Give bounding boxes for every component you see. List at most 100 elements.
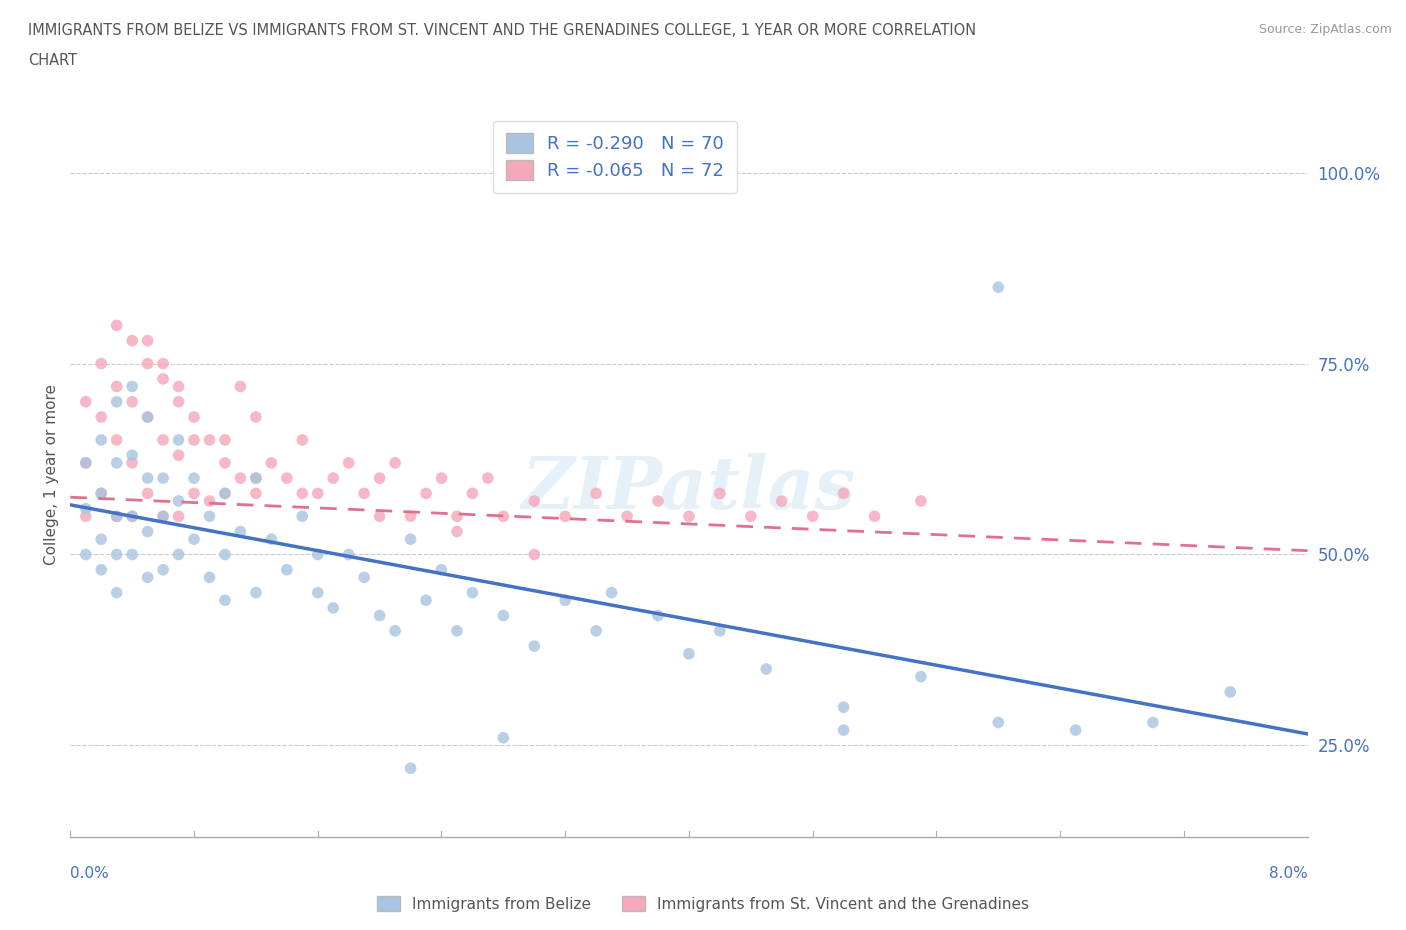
Point [353,570,375,585]
Point [90,409,112,424]
Point [167,394,190,409]
Point [245,471,267,485]
Point [214,456,236,471]
Point [167,494,190,509]
Point [492,509,515,524]
Point [90,486,112,501]
Point [647,494,669,509]
Point [523,639,546,654]
Point [260,532,283,547]
Point [368,509,391,524]
Point [446,623,468,638]
Text: CHART: CHART [28,53,77,68]
Point [987,715,1010,730]
Point [105,547,128,562]
Point [121,394,143,409]
Point [214,486,236,501]
Point [307,547,329,562]
Point [616,509,638,524]
Point [105,509,128,524]
Point [415,486,437,501]
Point [1064,723,1087,737]
Point [105,394,128,409]
Point [121,547,143,562]
Point [152,509,174,524]
Point [368,608,391,623]
Point [183,471,205,485]
Point [121,456,143,471]
Point [492,730,515,745]
Point [910,670,932,684]
Point [121,447,143,462]
Point [523,494,546,509]
Point [90,356,112,371]
Point [152,471,174,485]
Point [229,471,252,485]
Point [554,509,576,524]
Point [492,608,515,623]
Point [1219,684,1241,699]
Point [229,379,252,394]
Point [863,509,886,524]
Point [415,592,437,607]
Point [740,509,762,524]
Point [136,333,159,348]
Point [430,471,453,485]
Point [832,723,855,737]
Point [198,509,221,524]
Point [337,547,360,562]
Point [554,592,576,607]
Point [152,356,174,371]
Point [276,471,298,485]
Point [245,409,267,424]
Point [105,509,128,524]
Point [198,432,221,447]
Point [214,486,236,501]
Point [678,646,700,661]
Point [105,585,128,600]
Point [214,592,236,607]
Point [801,509,824,524]
Text: 0.0%: 0.0% [70,866,110,881]
Point [105,456,128,471]
Point [167,547,190,562]
Point [600,585,623,600]
Point [229,525,252,539]
Point [75,394,97,409]
Point [152,563,174,578]
Point [121,509,143,524]
Point [152,371,174,386]
Point [987,280,1010,295]
Point [183,486,205,501]
Point [1142,715,1164,730]
Point [709,623,731,638]
Point [214,547,236,562]
Point [523,547,546,562]
Point [136,486,159,501]
Point [832,699,855,714]
Text: ZIPatlas: ZIPatlas [522,453,856,525]
Point [461,585,484,600]
Point [337,456,360,471]
Point [183,409,205,424]
Point [105,318,128,333]
Point [307,585,329,600]
Legend: Immigrants from Belize, Immigrants from St. Vincent and the Grenadines: Immigrants from Belize, Immigrants from … [371,889,1035,918]
Point [183,532,205,547]
Point [90,532,112,547]
Point [136,409,159,424]
Point [678,509,700,524]
Point [291,509,314,524]
Point [384,456,406,471]
Point [152,432,174,447]
Point [709,486,731,501]
Point [276,563,298,578]
Point [198,570,221,585]
Y-axis label: College, 1 year or more: College, 1 year or more [44,384,59,565]
Point [291,432,314,447]
Point [461,486,484,501]
Text: IMMIGRANTS FROM BELIZE VS IMMIGRANTS FROM ST. VINCENT AND THE GRENADINES COLLEGE: IMMIGRANTS FROM BELIZE VS IMMIGRANTS FRO… [28,23,976,38]
Point [198,494,221,509]
Point [105,432,128,447]
Point [75,456,97,471]
